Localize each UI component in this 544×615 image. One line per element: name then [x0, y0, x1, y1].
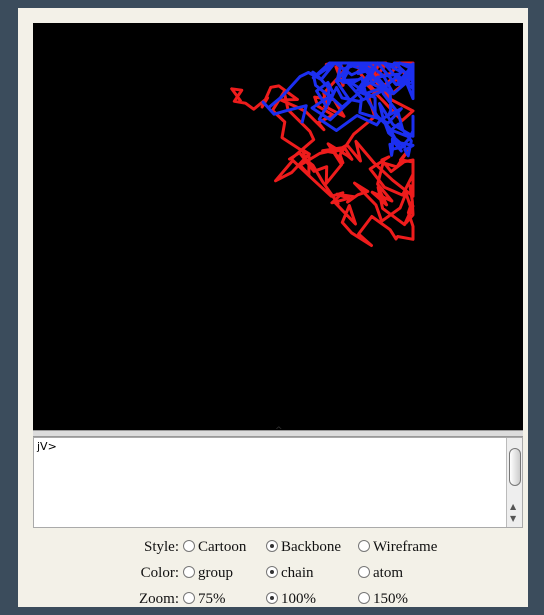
scrollbar[interactable]: ▲ ▼	[506, 438, 522, 527]
radio-label[interactable]: 100%	[281, 591, 316, 607]
radio-option[interactable]: atom	[358, 565, 403, 582]
molecule-viewer[interactable]	[33, 23, 523, 430]
radio-option[interactable]: Backbone	[266, 539, 341, 556]
radio-label[interactable]: atom	[373, 565, 403, 581]
radio-option[interactable]: 75%	[183, 591, 226, 608]
page: {"console": {"prompt": "jV>"}, "controls…	[0, 0, 544, 615]
radio-label[interactable]: 75%	[198, 591, 226, 607]
radio-option[interactable]: group	[183, 565, 233, 582]
radio-label[interactable]: 150%	[373, 591, 408, 607]
control-label: Zoom:	[139, 591, 179, 608]
scroll-up[interactable]: ▲	[510, 502, 516, 511]
radio-label[interactable]: chain	[281, 565, 313, 581]
splitter[interactable]: ^	[33, 430, 523, 437]
radio-button[interactable]	[183, 592, 195, 604]
radio-label[interactable]: Backbone	[281, 539, 341, 555]
control-row: Color: group chain atom	[0, 565, 544, 585]
radio-button[interactable]	[266, 540, 278, 552]
radio-button[interactable]	[183, 566, 195, 578]
radio-option[interactable]: Cartoon	[183, 539, 246, 556]
radio-button[interactable]	[266, 566, 278, 578]
control-label: Style:	[144, 539, 179, 556]
radio-button[interactable]	[358, 566, 370, 578]
radio-button[interactable]	[358, 592, 370, 604]
radio-option[interactable]: Wireframe	[358, 539, 437, 556]
radio-button[interactable]	[266, 592, 278, 604]
radio-button[interactable]	[358, 540, 370, 552]
control-label: Color:	[141, 565, 179, 582]
radio-option[interactable]: 100%	[266, 591, 316, 608]
radio-label[interactable]: group	[198, 565, 233, 581]
control-row: Zoom: 75% 100% 150%	[0, 591, 544, 611]
control-row: Style: Cartoon Backbone Wireframe	[0, 539, 544, 559]
radio-option[interactable]: 150%	[358, 591, 408, 608]
console-prompt: jV>	[37, 440, 57, 453]
scroll-thumb[interactable]	[509, 448, 521, 486]
radio-label[interactable]: Cartoon	[198, 539, 246, 555]
radio-option[interactable]: chain	[266, 565, 313, 582]
radio-label[interactable]: Wireframe	[373, 539, 437, 555]
console[interactable]: jV> ▲ ▼	[33, 437, 523, 528]
radio-button[interactable]	[183, 540, 195, 552]
scroll-down[interactable]: ▼	[510, 514, 516, 523]
